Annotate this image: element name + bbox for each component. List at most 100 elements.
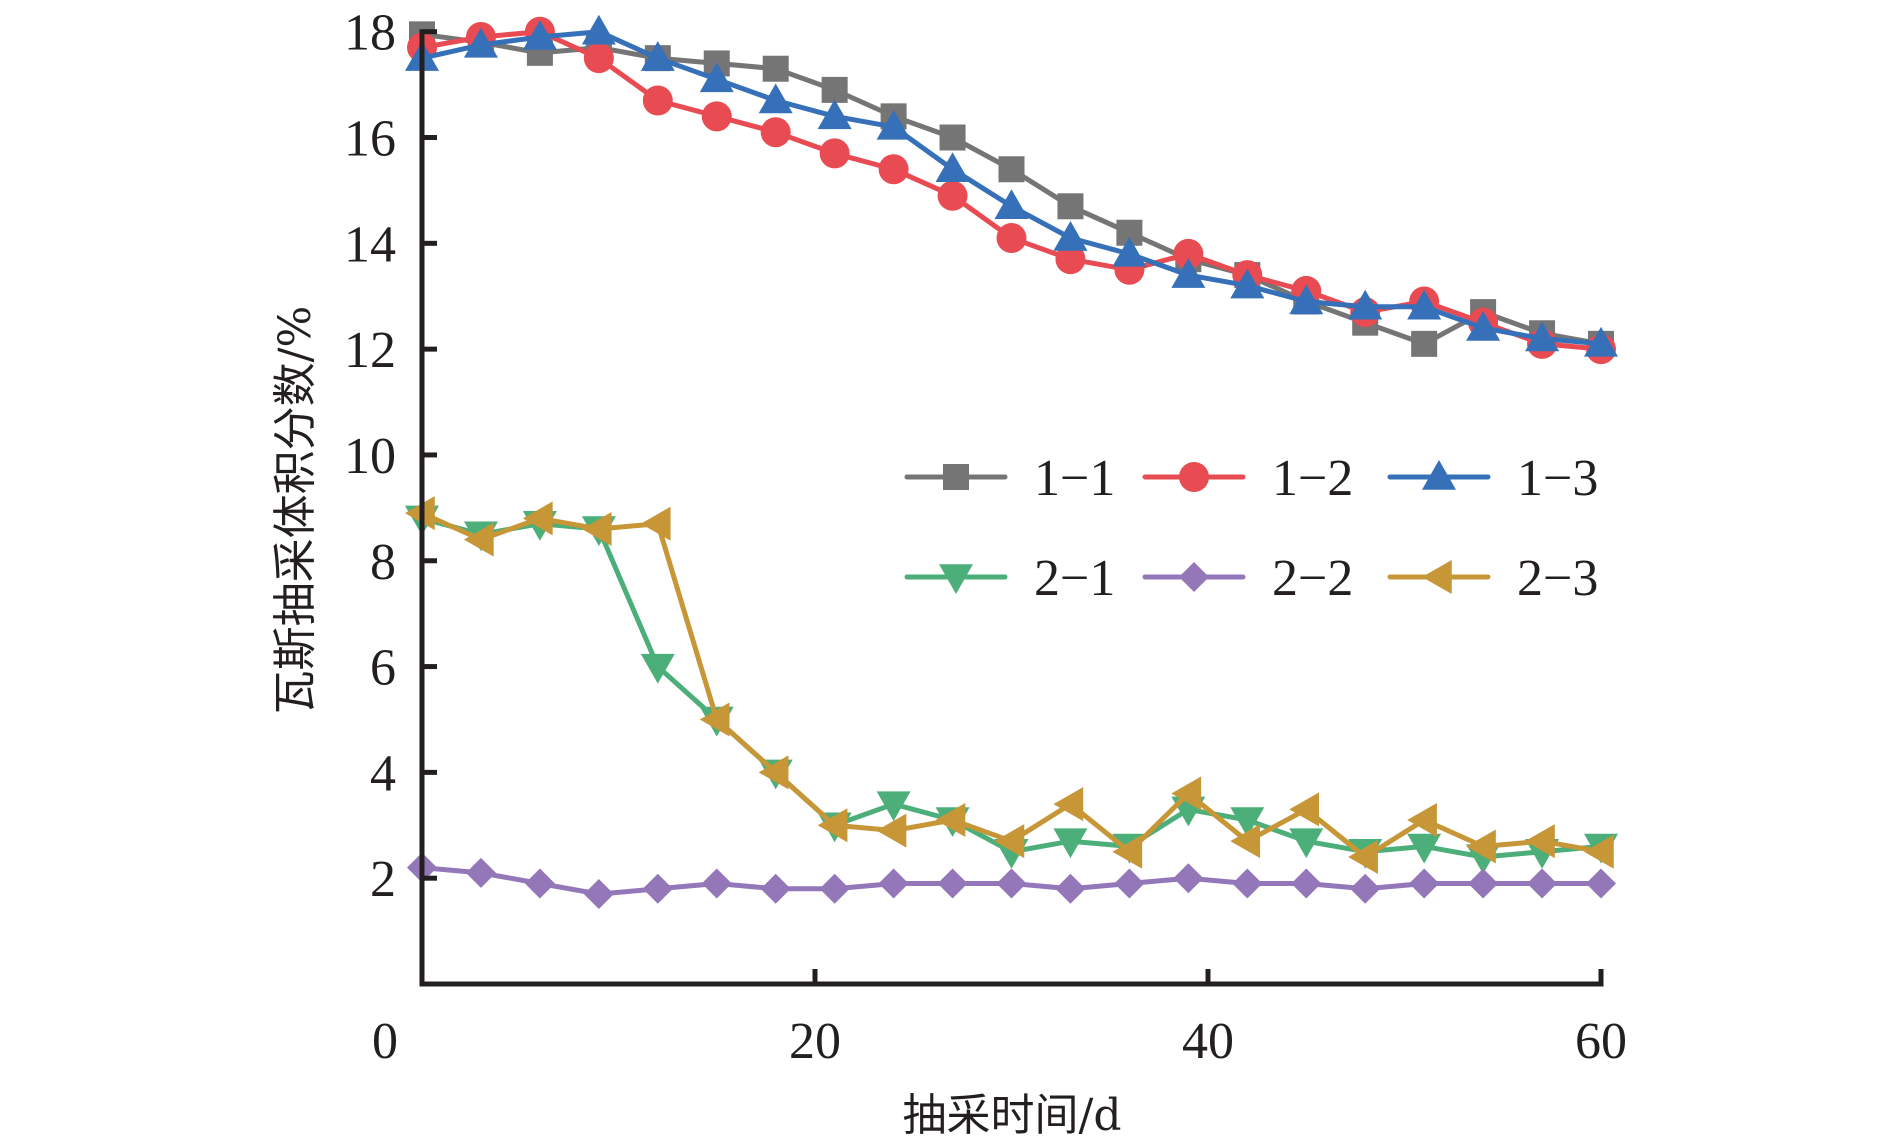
data-point xyxy=(760,117,791,148)
data-point xyxy=(1289,792,1319,827)
data-point xyxy=(583,879,614,910)
data-point xyxy=(998,156,1025,183)
legend-label: 1−1 xyxy=(1034,450,1115,507)
data-point xyxy=(876,813,907,848)
data-point xyxy=(1171,776,1202,811)
legend-label: 1−3 xyxy=(1517,450,1598,507)
x-tick-label: 0 xyxy=(372,1013,398,1070)
y-tick-label: 16 xyxy=(344,111,396,168)
data-point xyxy=(758,83,793,114)
data-point xyxy=(876,791,911,822)
data-point xyxy=(819,873,850,904)
series-2-3 xyxy=(405,496,1614,875)
series-layer xyxy=(405,14,1618,910)
legend-item: 1−1 xyxy=(904,450,1115,507)
data-point xyxy=(1468,868,1499,899)
data-point xyxy=(1350,873,1381,904)
data-point xyxy=(1584,834,1614,869)
series-1-3 xyxy=(405,14,1618,357)
y-axis-title: 瓦斯抽采体积分数/% xyxy=(270,306,321,715)
data-point xyxy=(762,55,789,82)
data-point xyxy=(1466,829,1496,864)
data-point xyxy=(1230,824,1261,859)
legend-item: 1−2 xyxy=(1142,450,1353,507)
data-point xyxy=(1466,310,1501,341)
legend-marker xyxy=(1422,460,1456,490)
series-2-2 xyxy=(407,852,1616,910)
data-point xyxy=(817,99,852,130)
legend-marker xyxy=(943,464,969,490)
data-point xyxy=(939,124,966,151)
data-point xyxy=(1289,828,1324,859)
data-point xyxy=(1527,868,1558,899)
data-point xyxy=(1411,330,1438,357)
y-tick-label: 6 xyxy=(370,640,396,697)
data-point xyxy=(524,868,555,899)
y-tick-label: 14 xyxy=(344,216,396,273)
x-tick-label: 20 xyxy=(789,1013,841,1070)
data-point xyxy=(465,857,496,888)
data-point xyxy=(1055,873,1086,904)
data-point xyxy=(1053,828,1088,859)
x-ticks: 0 20 40 60 xyxy=(372,969,1627,1070)
data-point xyxy=(1053,221,1088,251)
data-point xyxy=(1407,833,1442,864)
data-point xyxy=(581,512,612,547)
data-point xyxy=(1055,244,1086,275)
x-axis-title: 抽采时间/d xyxy=(903,1090,1122,1141)
data-point xyxy=(522,501,553,536)
y-tick-label: 10 xyxy=(344,428,396,485)
data-point xyxy=(699,702,730,737)
data-point xyxy=(758,755,789,790)
data-point xyxy=(1525,321,1560,352)
data-point xyxy=(878,868,909,899)
data-point xyxy=(819,138,850,169)
data-point xyxy=(821,76,848,103)
data-point xyxy=(994,824,1025,859)
legend-label: 1−2 xyxy=(1272,450,1353,507)
data-point xyxy=(701,868,732,899)
data-point xyxy=(642,873,673,904)
data-point xyxy=(1584,326,1618,357)
data-point xyxy=(463,27,498,58)
legend-marker xyxy=(1422,560,1452,594)
data-point xyxy=(1053,787,1084,822)
data-point xyxy=(1112,834,1143,869)
axes: 2 4 6 8 10 12 14 16 18 0 20 40 60 xyxy=(344,5,1627,1070)
series-line xyxy=(420,510,1602,860)
data-point xyxy=(996,223,1027,254)
x-tick-label: 40 xyxy=(1182,1013,1234,1070)
legend-item: 2−3 xyxy=(1387,550,1598,607)
data-point xyxy=(642,85,673,116)
legend: 1−1 1−2 1−3 2−1 2−2 2−3 xyxy=(904,450,1598,607)
data-point xyxy=(1232,868,1263,899)
data-point xyxy=(1114,868,1145,899)
data-point xyxy=(463,522,494,557)
data-point xyxy=(1525,824,1555,859)
data-point xyxy=(701,101,732,132)
data-point xyxy=(640,41,675,71)
data-point xyxy=(522,19,557,50)
data-point xyxy=(1291,868,1322,899)
data-point xyxy=(1407,802,1437,837)
y-ticks: 2 4 6 8 10 12 14 16 18 xyxy=(344,5,437,908)
data-point xyxy=(1230,807,1265,837)
data-point xyxy=(760,873,791,904)
data-point xyxy=(935,152,970,183)
data-point xyxy=(640,506,671,541)
data-point xyxy=(1173,238,1204,269)
legend-item: 2−2 xyxy=(1142,550,1353,607)
y-tick-label: 12 xyxy=(344,322,396,379)
legend-item: 2−1 xyxy=(904,550,1115,607)
data-point xyxy=(1057,193,1084,220)
y-tick-label: 2 xyxy=(370,851,396,908)
data-point xyxy=(699,62,734,93)
data-point xyxy=(581,14,616,45)
x-tick-label: 60 xyxy=(1575,1013,1627,1070)
data-point xyxy=(878,154,909,185)
legend-marker xyxy=(1179,562,1209,592)
data-point xyxy=(1230,268,1265,299)
data-point xyxy=(937,180,968,211)
legend-marker xyxy=(1179,462,1209,492)
